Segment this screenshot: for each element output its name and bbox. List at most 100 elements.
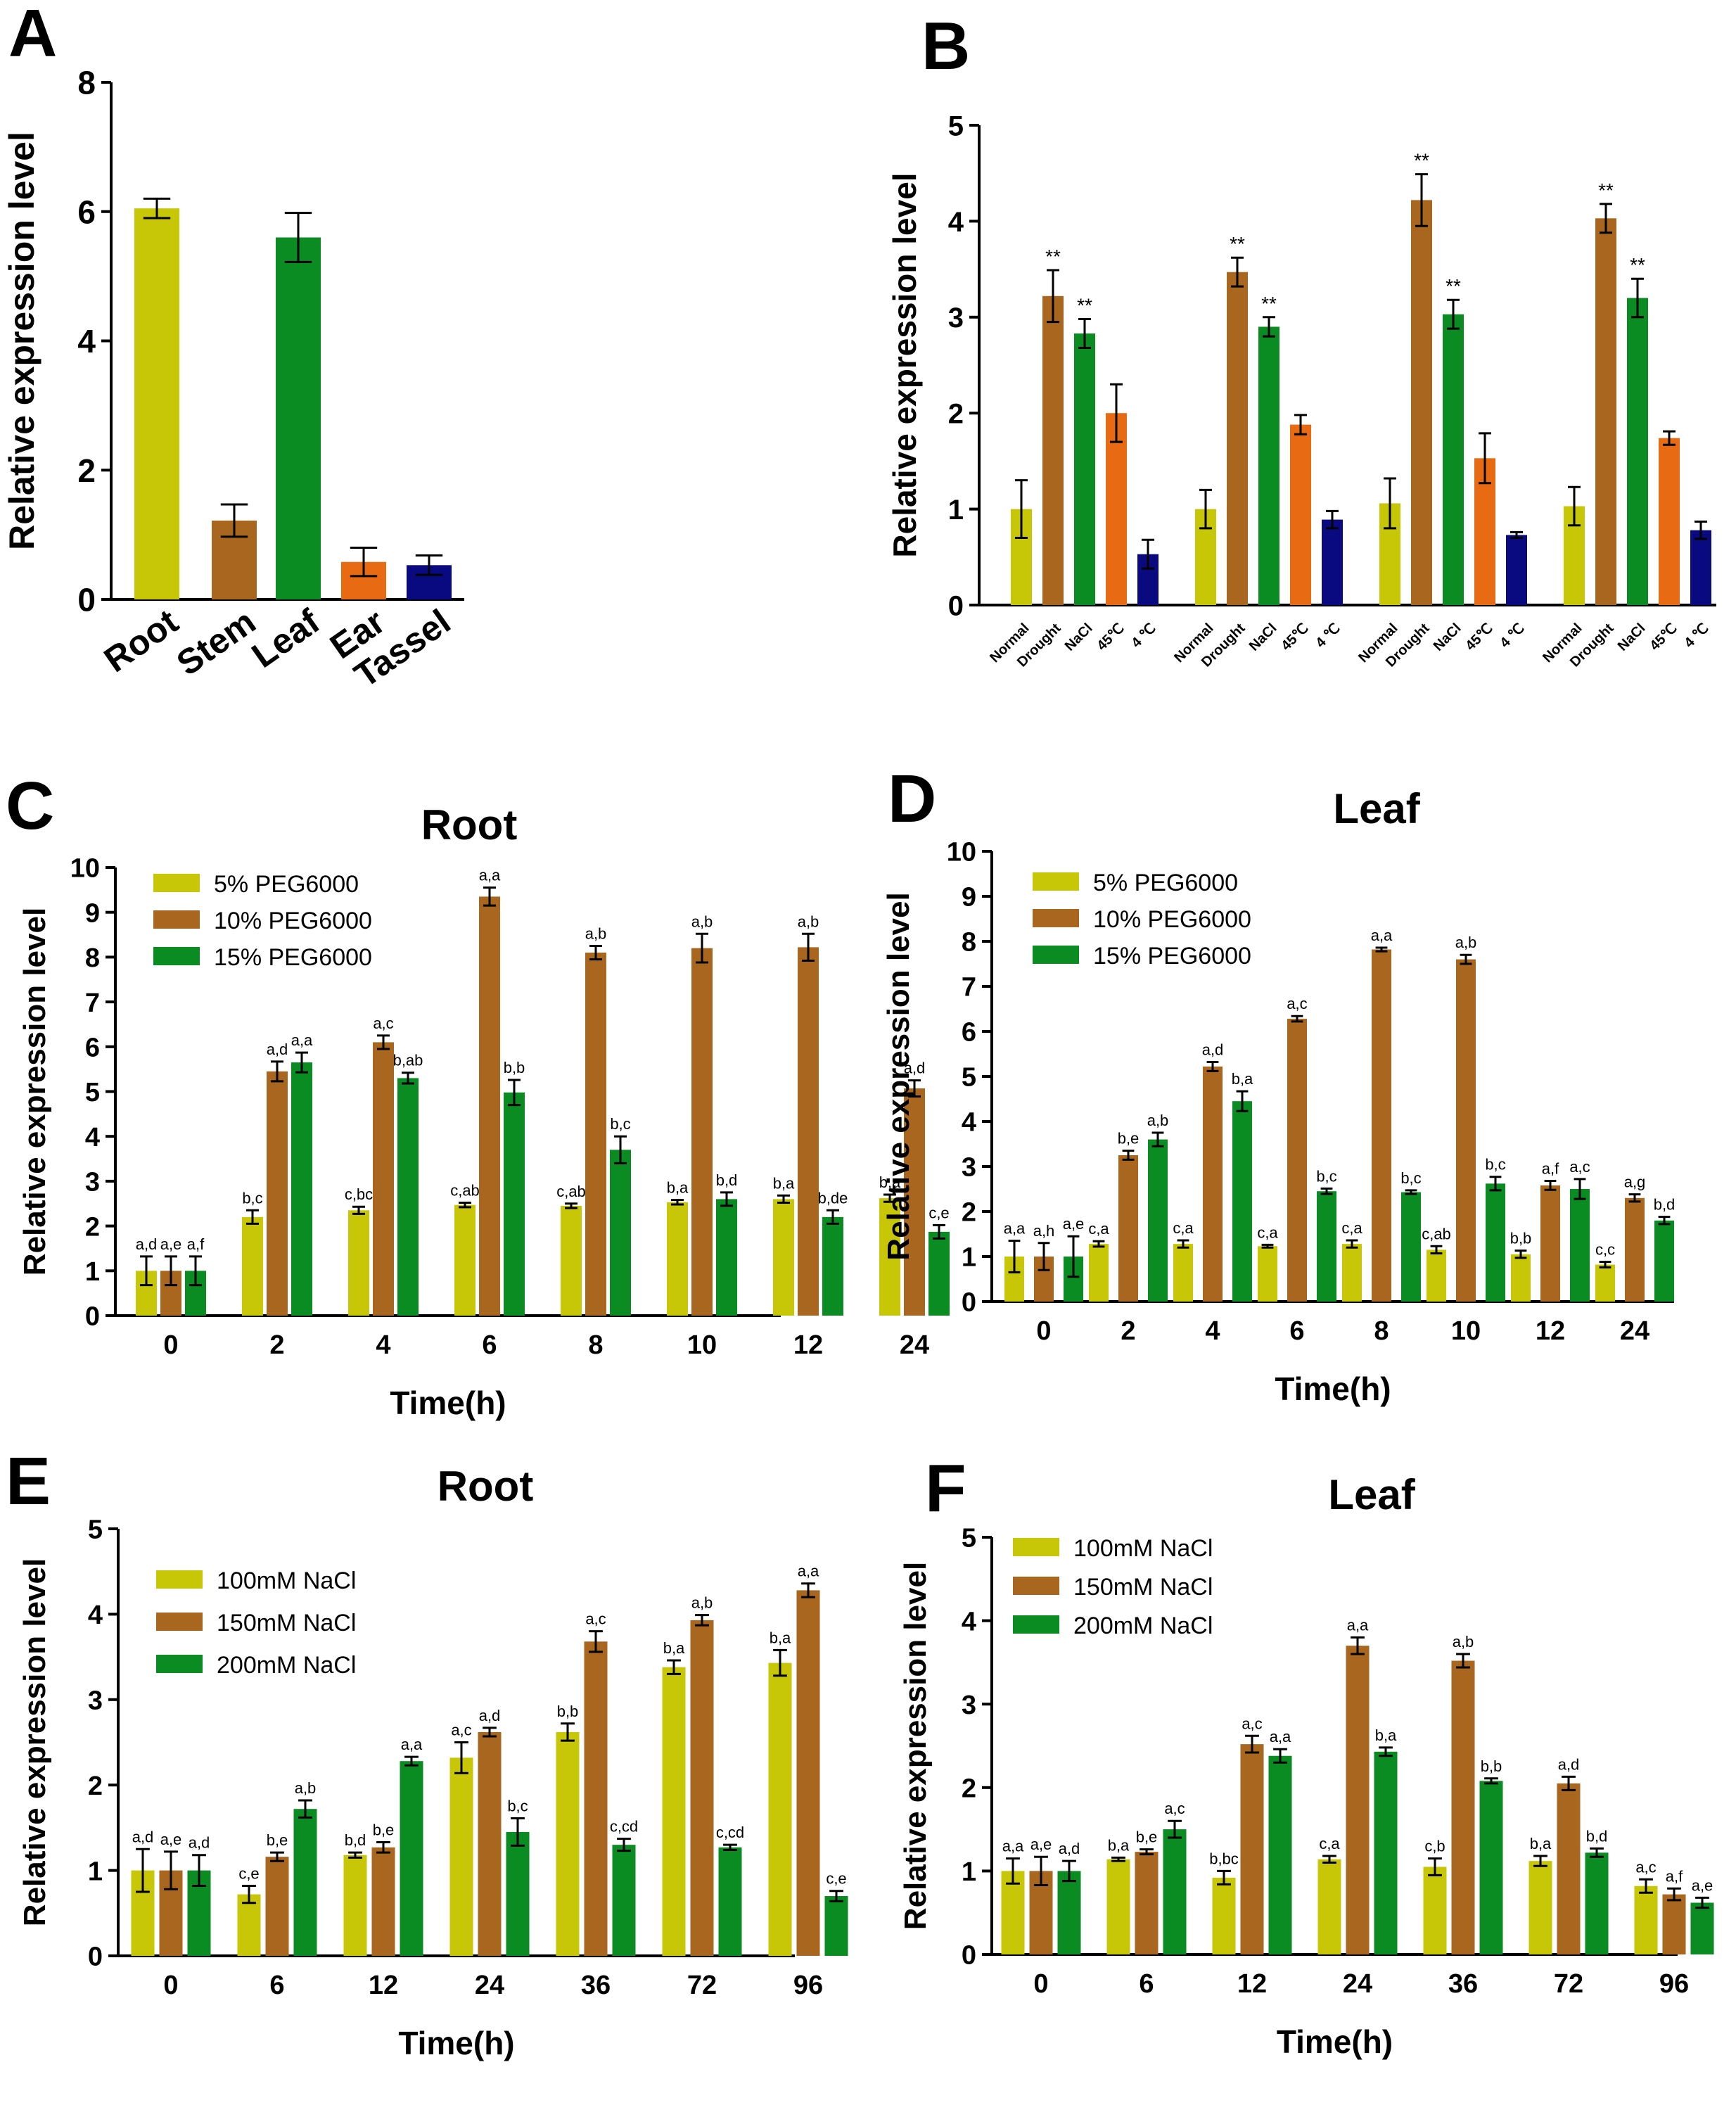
- y-tick-label: 4: [962, 1108, 976, 1138]
- bar-10peg6000: [904, 1088, 925, 1316]
- bar-100mmnacl: [1001, 1871, 1025, 1954]
- y-tick-label: 1: [962, 1243, 976, 1273]
- significance-label: a,e: [160, 1235, 182, 1253]
- significance-label: b,a: [663, 1639, 685, 1657]
- bar-root: [134, 208, 179, 599]
- bar-10peg6000: [267, 1071, 288, 1316]
- y-axis-title: Relative expression level: [18, 1558, 52, 1926]
- significance-label: c,cd: [716, 1824, 744, 1841]
- x-tick-label: 4 ℃: [1313, 621, 1343, 651]
- significance-mark: **: [1598, 179, 1614, 201]
- legend-label: 100mM NaCl: [1073, 1535, 1213, 1562]
- x-tick-label: 12: [793, 1330, 823, 1360]
- x-axis-title: Time(h): [1275, 1371, 1391, 1407]
- bar-200mmnacl: [612, 1845, 636, 1956]
- significance-label: b,bc: [1209, 1850, 1239, 1867]
- significance-label: c,e: [928, 1204, 949, 1221]
- x-tick-label: 72: [1554, 1969, 1583, 1999]
- significance-label: b,c: [1400, 1169, 1421, 1187]
- significance-label: c,ab: [450, 1181, 480, 1199]
- bar-200mmnacl: [1374, 1751, 1398, 1954]
- legend-label: 15% PEG6000: [1093, 943, 1251, 969]
- bar-drought: [1227, 272, 1248, 605]
- significance-label: b,e: [1136, 1829, 1158, 1846]
- bar-100mmnacl: [1106, 1859, 1130, 1954]
- legend-label: 5% PEG6000: [214, 871, 359, 898]
- chart-title: Root: [438, 1463, 534, 1510]
- significance-label: b,ab: [393, 1052, 423, 1069]
- bar-100mmnacl: [1423, 1867, 1447, 1954]
- significance-label: b,c: [242, 1189, 262, 1207]
- panel-letter: F: [925, 1451, 966, 1526]
- bar-45: [1659, 438, 1680, 605]
- significance-label: c,a: [1173, 1219, 1194, 1237]
- significance-label: c,a: [1319, 1835, 1340, 1852]
- x-tick-label: 12: [369, 1971, 398, 2000]
- bar-5peg6000: [1173, 1244, 1193, 1302]
- bar-150mmnacl: [690, 1620, 714, 1956]
- significance-mark: **: [1414, 150, 1429, 172]
- bar-150mmnacl: [1557, 1783, 1581, 1954]
- significance-label: a,a: [291, 1031, 313, 1049]
- significance-label: a,a: [401, 1736, 423, 1753]
- bar-15peg6000: [504, 1092, 525, 1316]
- y-axis-title: Relative expression level: [18, 908, 52, 1276]
- significance-label: a,a: [1002, 1838, 1024, 1855]
- y-tick-label: 5: [948, 110, 964, 141]
- legend-swatch: [153, 910, 200, 929]
- y-tick-label: 7: [85, 988, 100, 1018]
- bar-10peg6000: [798, 947, 819, 1316]
- significance-label: a,a: [1347, 1616, 1369, 1634]
- bar-5peg6000: [1258, 1246, 1277, 1302]
- legend-swatch: [1013, 1577, 1059, 1595]
- significance-mark: **: [1077, 295, 1092, 317]
- legend-swatch: [1033, 872, 1079, 891]
- significance-label: b,e: [267, 1831, 288, 1849]
- x-tick-label: 4 ℃: [1497, 621, 1527, 651]
- bar-100mmnacl: [556, 1731, 580, 1956]
- bar-10peg6000: [691, 948, 713, 1316]
- bar-drought: [1042, 295, 1064, 605]
- significance-label: a,d: [132, 1828, 154, 1845]
- significance-label: c,a: [1088, 1220, 1109, 1238]
- x-tick-label: 12: [1536, 1316, 1565, 1346]
- significance-label: c,e: [826, 1870, 846, 1888]
- bar-150mmnacl: [1240, 1744, 1264, 1954]
- legend-label: 150mM NaCl: [217, 1610, 356, 1636]
- bar-100mmnacl: [768, 1662, 792, 1956]
- bar-15peg6000: [397, 1078, 419, 1316]
- bar-200mmnacl: [293, 1809, 317, 1956]
- legend-swatch: [1013, 1538, 1059, 1556]
- y-tick-label: 0: [88, 1942, 103, 1972]
- significance-label: b,a: [1108, 1836, 1130, 1854]
- bar-150mmnacl: [478, 1731, 502, 1956]
- significance-label: a,d: [904, 1060, 926, 1077]
- significance-label: a,b: [585, 924, 607, 942]
- y-tick-label: 10: [947, 838, 976, 867]
- y-tick-label: 4: [948, 207, 964, 238]
- legend-swatch: [1033, 909, 1079, 927]
- bar-10peg6000: [1118, 1155, 1138, 1302]
- significance-label: b,b: [504, 1059, 525, 1076]
- panel-letter: E: [6, 1444, 51, 1519]
- significance-label: a,b: [295, 1779, 317, 1797]
- significance-label: a,b: [691, 912, 713, 930]
- significance-label: a,c: [1242, 1715, 1262, 1732]
- y-tick-label: 10: [70, 854, 100, 884]
- panel-letter: A: [8, 0, 57, 71]
- significance-label: a,a: [798, 1563, 819, 1580]
- bar-4: [1506, 535, 1527, 605]
- significance-label: c,ab: [1422, 1225, 1451, 1242]
- bar-15peg6000: [716, 1199, 737, 1316]
- bar-10peg6000: [1203, 1066, 1223, 1302]
- significance-label: a,g: [1624, 1174, 1646, 1191]
- bar-45: [1106, 413, 1127, 605]
- bar-10peg6000: [479, 896, 500, 1316]
- legend-label: 200mM NaCl: [1073, 1613, 1213, 1639]
- y-tick-label: 4: [962, 1607, 976, 1636]
- significance-label: b,c: [1316, 1167, 1336, 1185]
- y-tick-label: 3: [88, 1686, 103, 1715]
- y-tick-label: 2: [962, 1774, 976, 1803]
